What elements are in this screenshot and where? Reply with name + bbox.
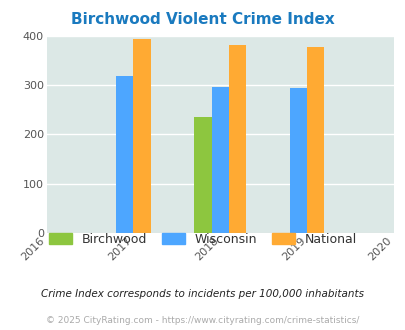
- Legend: Birchwood, Wisconsin, National: Birchwood, Wisconsin, National: [44, 228, 361, 251]
- Text: Crime Index corresponds to incidents per 100,000 inhabitants: Crime Index corresponds to incidents per…: [41, 289, 364, 299]
- Bar: [116, 76, 133, 233]
- Bar: [306, 47, 324, 233]
- Bar: [194, 117, 211, 233]
- Bar: [211, 87, 228, 233]
- Text: Birchwood Violent Crime Index: Birchwood Violent Crime Index: [71, 12, 334, 26]
- Bar: [133, 39, 150, 233]
- Bar: [228, 45, 246, 233]
- Text: © 2025 CityRating.com - https://www.cityrating.com/crime-statistics/: © 2025 CityRating.com - https://www.city…: [46, 316, 359, 325]
- Bar: [289, 88, 306, 233]
